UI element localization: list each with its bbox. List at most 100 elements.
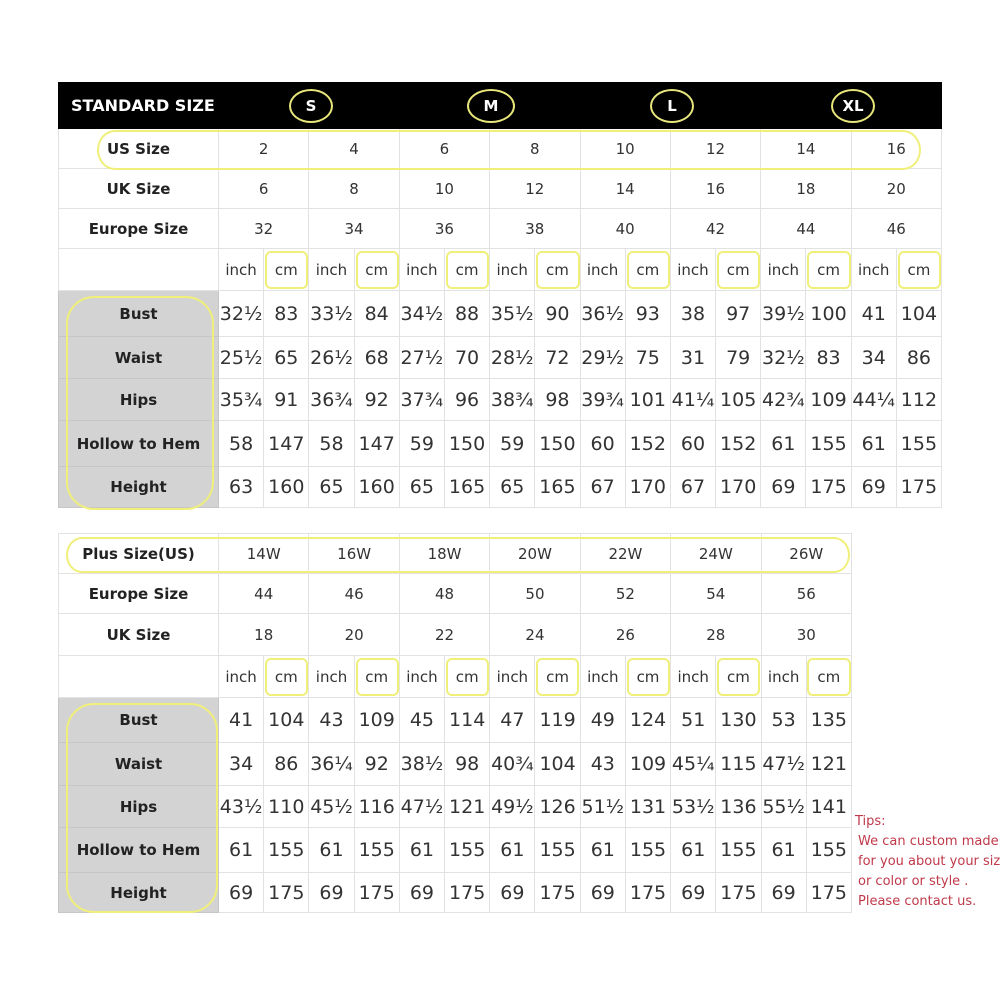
measurement-label: Waist	[58, 742, 219, 786]
unit-cm: cm	[624, 655, 672, 698]
value-inch: 69	[670, 872, 717, 913]
value-inch: 69	[217, 872, 265, 913]
value-inch: 69	[489, 872, 536, 913]
value-cm: 109	[805, 378, 852, 421]
value-inch: 61	[760, 827, 807, 873]
value-inch: 42¾	[760, 378, 807, 421]
value-inch: 26½	[308, 336, 355, 379]
size-value: 12	[489, 168, 581, 209]
value-inch: 43	[308, 697, 355, 743]
value-inch: 63	[217, 466, 265, 508]
value-cm: 83	[263, 290, 310, 337]
size-value: 12	[669, 128, 762, 169]
size-group-badge: L	[650, 89, 694, 123]
value-cm: 88	[443, 290, 491, 337]
value-cm: 121	[444, 785, 491, 828]
size-value: 20W	[489, 533, 581, 574]
value-inch: 69	[760, 466, 807, 508]
value-inch: 43	[579, 742, 626, 786]
header-spacer	[218, 82, 942, 129]
value-inch: 53½	[670, 785, 717, 828]
size-value: 36	[398, 208, 491, 249]
measurement-label: Hips	[58, 378, 219, 421]
value-cm: 152	[715, 420, 762, 467]
size-value: 6	[217, 168, 310, 209]
unit-cm: cm	[353, 655, 400, 698]
unit-inch: inch	[308, 248, 355, 291]
size-value: 10	[579, 128, 671, 169]
measurement-row: Waist 25½ 65 26½ 68 27½ 70 28½ 72 29½ 75 31 79 32½ 83 3…	[58, 336, 943, 379]
value-inch: 59	[489, 420, 536, 467]
value-cm: 86	[895, 336, 943, 379]
header-row: STANDARD SIZE	[58, 82, 942, 129]
value-inch: 36½	[579, 290, 626, 337]
size-value: 18	[760, 168, 852, 209]
value-cm: 160	[263, 466, 310, 508]
size-row: UK Size 6 8 10 12 14 16 18 20	[58, 168, 943, 209]
unit-inch: inch	[489, 248, 536, 291]
size-value: 6	[398, 128, 491, 169]
value-cm: 90	[534, 290, 581, 337]
value-cm: 68	[353, 336, 400, 379]
value-cm: 91	[263, 378, 310, 421]
value-inch: 49½	[489, 785, 536, 828]
unit-cm: cm	[353, 248, 400, 291]
value-cm: 155	[715, 827, 762, 873]
unit-inch: inch	[760, 248, 807, 291]
measurement-row: Height 63 160 65 160 65 165 65 165 67 170 67 170 69 17…	[58, 466, 943, 508]
value-inch: 35¾	[217, 378, 265, 421]
size-value: 20	[850, 168, 943, 209]
value-inch: 61	[760, 420, 807, 467]
value-inch: 51½	[579, 785, 626, 828]
value-inch: 31	[669, 336, 717, 379]
value-inch: 39½	[760, 290, 807, 337]
value-cm: 104	[895, 290, 943, 337]
value-cm: 96	[443, 378, 491, 421]
value-inch: 65	[489, 466, 536, 508]
unit-inch: inch	[217, 655, 265, 698]
size-value: 18	[217, 613, 310, 656]
size-value: 24W	[670, 533, 762, 574]
value-cm: 84	[353, 290, 400, 337]
size-value: 8	[308, 168, 400, 209]
value-inch: 47½	[760, 742, 807, 786]
value-inch: 61	[670, 827, 717, 873]
size-row: US Size 2 4 6 8 10 12 14 16	[58, 128, 943, 169]
measurement-label: Height	[58, 872, 219, 913]
size-value: 54	[670, 573, 762, 614]
value-inch: 49	[579, 697, 626, 743]
value-cm: 126	[534, 785, 581, 828]
value-inch: 58	[308, 420, 355, 467]
value-inch: 51	[670, 697, 717, 743]
tips-line: Please contact us.	[858, 894, 977, 909]
value-cm: 141	[805, 785, 852, 828]
value-inch: 27½	[398, 336, 445, 379]
value-cm: 104	[534, 742, 581, 786]
unit-spacer	[58, 655, 219, 698]
value-cm: 112	[895, 378, 943, 421]
size-value: 22	[398, 613, 491, 656]
value-inch: 36¼	[308, 742, 355, 786]
value-cm: 100	[805, 290, 852, 337]
value-inch: 61	[217, 827, 265, 873]
value-cm: 109	[624, 742, 672, 786]
size-value: 20	[308, 613, 400, 656]
value-inch: 32½	[217, 290, 265, 337]
value-cm: 97	[715, 290, 762, 337]
value-inch: 69	[398, 872, 446, 913]
value-inch: 61	[398, 827, 446, 873]
unit-cm: cm	[443, 248, 491, 291]
measurement-row: Waist 34 86 36¼ 92 38½ 98 40¾ 104 43 109 45¼ 115 47½ 1…	[58, 742, 852, 786]
unit-cm: cm	[715, 655, 762, 698]
unit-row: inch cm inch cm inch cm inch cm inch cm inch cm inch…	[58, 248, 943, 291]
value-inch: 45½	[308, 785, 355, 828]
value-cm: 170	[624, 466, 671, 508]
unit-spacer	[58, 248, 219, 291]
size-value: 2	[217, 128, 310, 169]
size-value: 34	[308, 208, 400, 249]
unit-inch: inch	[398, 248, 445, 291]
size-value: 26	[579, 613, 672, 656]
value-cm: 150	[443, 420, 491, 467]
value-cm: 92	[353, 742, 400, 786]
measurement-label: Height	[58, 466, 219, 508]
